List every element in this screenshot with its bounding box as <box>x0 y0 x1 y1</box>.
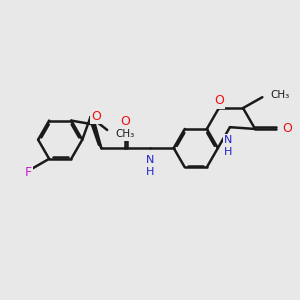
Text: CH₃: CH₃ <box>116 129 135 140</box>
Text: O: O <box>92 110 101 123</box>
Text: O: O <box>121 115 130 128</box>
Text: O: O <box>214 94 224 107</box>
Text: N
H: N H <box>224 135 233 157</box>
Text: F: F <box>25 166 32 178</box>
Text: CH₃: CH₃ <box>271 90 290 100</box>
Text: O: O <box>282 122 292 136</box>
Text: N
H: N H <box>146 155 154 177</box>
